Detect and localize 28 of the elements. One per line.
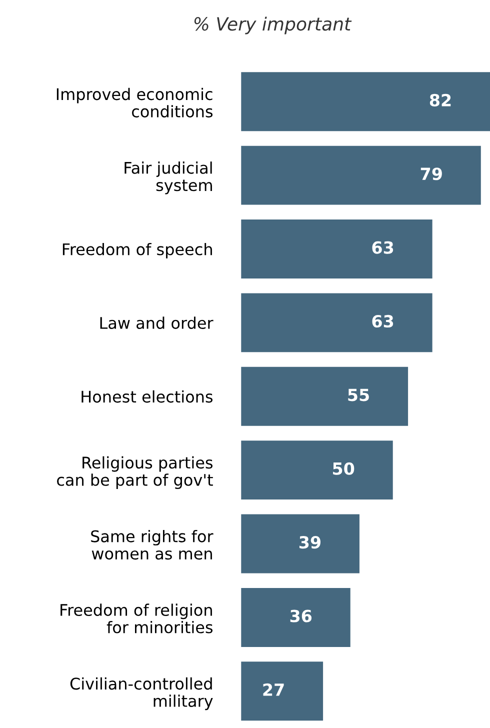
y-tick-label: Civilian-controlled military [70,677,213,710]
bar [241,146,481,205]
data-label: 36 [290,610,312,622]
data-label: 27 [263,683,284,696]
y-tick-label: Law and order [100,316,214,329]
data-label: 82 [430,94,451,106]
bar [241,220,432,278]
data-label: 39 [299,536,320,549]
y-tick-label: Same rights for women as men [91,530,214,560]
data-label: 79 [420,168,442,180]
y-tick-label: Improved economic conditions [56,88,213,118]
y-tick-label: Freedom of speech [62,242,212,258]
y-tick-label: Religious parties can be part of gov't [57,456,213,490]
bar [241,440,393,500]
data-label: 50 [333,462,354,475]
bar [241,72,490,132]
bar [241,662,324,721]
data-label: 63 [372,241,394,254]
data-label: 63 [372,314,394,328]
bar [241,514,360,574]
bar [241,293,432,352]
data-label: 55 [348,388,369,402]
bar [241,588,350,647]
y-tick-label: Fair judicial system [124,162,212,194]
chart-title: % Very important [194,16,352,34]
y-tick-label: Honest elections [82,390,213,403]
bar [241,366,408,426]
y-tick-label: Freedom of religion for minorities [60,604,213,634]
